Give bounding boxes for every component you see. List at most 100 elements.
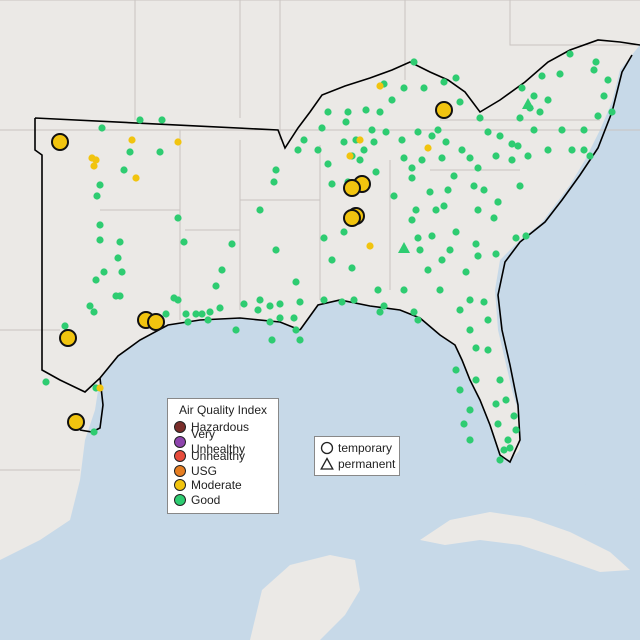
good-site-marker — [494, 420, 502, 428]
good-site-marker — [376, 308, 384, 316]
good-site-marker — [98, 124, 106, 132]
good-site-marker — [456, 306, 464, 314]
good-site-marker — [536, 108, 544, 116]
good-site-marker — [314, 146, 322, 154]
good-site-marker — [212, 282, 220, 290]
good-site-marker — [514, 142, 522, 150]
good-site-marker — [276, 314, 284, 322]
unhealthy-swatch — [174, 450, 186, 463]
good-site-marker — [390, 192, 398, 200]
moderate-temporary-marker — [343, 209, 361, 227]
good-site-marker — [136, 116, 144, 124]
moderate-site-marker — [366, 242, 374, 250]
good-site-marker — [496, 456, 504, 464]
good-site-marker — [328, 180, 336, 188]
good-site-marker — [466, 406, 474, 414]
good-site-marker — [456, 386, 464, 394]
region-boundary — [34, 39, 640, 464]
good-site-marker — [512, 426, 520, 434]
aqi-markers — [42, 50, 616, 464]
good-site-marker — [484, 316, 492, 324]
good-site-marker — [440, 202, 448, 210]
legend-item-moderate: Moderate — [174, 478, 272, 493]
good-site-marker — [296, 336, 304, 344]
good-site-marker — [414, 316, 422, 324]
moderate-swatch — [174, 479, 186, 492]
good-site-marker — [324, 108, 332, 116]
good-site-marker — [400, 84, 408, 92]
good-site-marker — [92, 276, 100, 284]
good-site-marker — [508, 140, 516, 148]
good-site-marker — [530, 126, 538, 134]
good-site-marker — [594, 112, 602, 120]
good-site-marker — [438, 256, 446, 264]
good-site-marker — [590, 66, 598, 74]
good-site-marker — [400, 286, 408, 294]
good-site-marker — [206, 308, 214, 316]
good-site-marker — [408, 164, 416, 172]
good-site-marker — [408, 174, 416, 182]
aqi-legend: Air Quality Index Hazardous Very Unhealt… — [167, 398, 279, 514]
good-site-marker — [466, 326, 474, 334]
usg-swatch — [174, 464, 186, 477]
good-site-marker — [516, 114, 524, 122]
atlantic-ocean — [498, 45, 640, 500]
legend-item-unhealthy: Unhealthy — [174, 449, 272, 464]
good-site-marker — [452, 228, 460, 236]
permanent-label: permanent — [338, 457, 396, 471]
good-site-marker — [42, 378, 50, 386]
good-site-marker — [192, 310, 200, 318]
good-site-marker — [428, 132, 436, 140]
good-site-marker — [400, 154, 408, 162]
good-permanent-marker — [398, 242, 410, 253]
good-site-marker — [538, 72, 546, 80]
good-site-marker — [418, 156, 426, 164]
good-site-marker — [360, 146, 368, 154]
good-site-marker — [180, 238, 188, 246]
good-site-marker — [428, 232, 436, 240]
good-site-marker — [416, 246, 424, 254]
good-site-marker — [544, 146, 552, 154]
good-site-marker — [510, 412, 518, 420]
good-site-marker — [508, 156, 516, 164]
good-site-marker — [174, 214, 182, 222]
good-site-marker — [96, 236, 104, 244]
good-site-marker — [444, 186, 452, 194]
good-site-marker — [388, 96, 396, 104]
good-site-marker — [472, 240, 480, 248]
good-permanent-marker — [522, 98, 534, 109]
good-site-marker — [544, 96, 552, 104]
good-site-marker — [484, 346, 492, 354]
good-site-marker — [61, 322, 69, 330]
good-site-marker — [272, 246, 280, 254]
cuba-island — [420, 512, 630, 572]
moderate-temporary-marker — [435, 101, 453, 119]
good-site-marker — [484, 128, 492, 136]
good-site-marker — [382, 128, 390, 136]
good-site-marker — [116, 292, 124, 300]
good-site-marker — [398, 136, 406, 144]
good-site-marker — [438, 154, 446, 162]
good-site-marker — [474, 164, 482, 172]
good-site-marker — [356, 156, 364, 164]
good-site-marker — [100, 268, 108, 276]
good-site-marker — [218, 266, 226, 274]
hazardous-swatch — [174, 421, 186, 434]
good-swatch — [174, 493, 186, 506]
good-site-marker — [90, 308, 98, 316]
good-site-marker — [492, 152, 500, 160]
good-site-marker — [86, 302, 94, 310]
good-site-marker — [380, 302, 388, 310]
legend-item-very-unhealthy: Very Unhealthy — [174, 427, 272, 456]
good-site-marker — [480, 298, 488, 306]
moderate-site-marker — [356, 136, 364, 144]
good-site-marker — [466, 154, 474, 162]
good-site-marker — [340, 138, 348, 146]
good-site-marker — [158, 116, 166, 124]
moderate-temporary-marker — [147, 313, 165, 331]
good-site-marker — [604, 76, 612, 84]
good-site-marker — [162, 310, 170, 318]
good-site-marker — [474, 206, 482, 214]
good-site-marker — [120, 166, 128, 174]
moderate-temporary-marker — [59, 329, 77, 347]
